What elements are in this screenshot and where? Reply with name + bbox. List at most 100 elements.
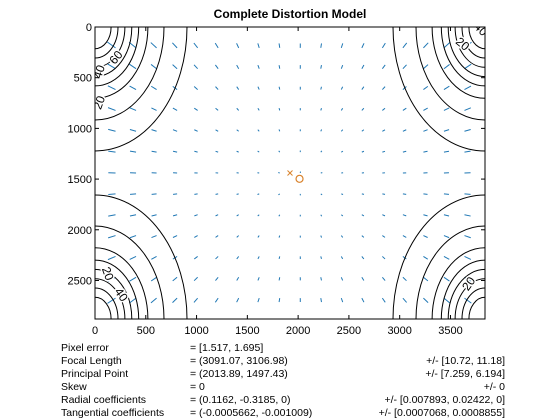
distortion-vector [382,214,386,217]
distortion-vector [320,318,322,319]
distortion-vector [129,235,137,239]
x-tick-label: 3500 [438,325,462,337]
distortion-vector [443,214,450,217]
contour-line [95,27,112,50]
distortion-vector [151,193,157,195]
distortion-vector [464,193,471,195]
contour-line [95,27,149,99]
distortion-vector [278,129,281,132]
distortion-vector [95,214,96,216]
distortion-vector [443,85,450,90]
image-center-marker [287,170,293,176]
distortion-vector [194,214,198,217]
distortion-vector [340,235,344,238]
distortion-vector [129,150,137,153]
distortion-vector [172,235,178,238]
distortion-vector [278,193,281,196]
distortion-vector [129,255,137,260]
distortion-vector [107,85,116,91]
distortion-vector [443,297,450,304]
distortion-vector [381,297,386,303]
distortion-vector [320,298,322,303]
distortion-vector [215,129,219,132]
distortion-vector [150,85,157,90]
distortion-vector [172,150,178,153]
distortion-vector [464,150,471,153]
distortion-vector [278,277,281,281]
distortion-vector [464,27,466,28]
x-tick-label: 2000 [286,325,310,337]
distortion-vector [382,318,383,319]
distortion-vector [361,86,365,90]
y-tick-label: 1500 [68,174,92,186]
contour-line [454,278,485,319]
distortion-vector [484,89,485,90]
contour-line [447,268,485,319]
distortion-vector [214,42,219,49]
distortion-vector [402,129,407,132]
distortion-vector [423,85,429,90]
distortion-vector [214,64,219,70]
distortion-vector [172,42,178,49]
contour-line [415,27,485,121]
distortion-vector [464,41,472,49]
distortion-vector [151,255,157,260]
distortion-vector [107,276,116,282]
distortion-vector [150,42,157,49]
distortion-vector [150,276,157,282]
distortion-vector [484,235,485,237]
distortion-vector [238,318,239,319]
contour-line [95,27,165,121]
distortion-vector [464,107,472,111]
distortion-vector [236,235,240,238]
distortion-vector [381,276,386,281]
distortion-vector [257,193,260,195]
contour-label: 40 [90,63,108,80]
distortion-vector [382,129,386,132]
distortion-vector [193,276,198,282]
contour-line [95,27,133,78]
distortion-vector [176,318,178,319]
contour-line [415,225,485,319]
distortion-vector [95,109,96,111]
distortion-vector [217,318,219,319]
distortion-vector [464,276,472,282]
distortion-vector [382,27,383,28]
distortion-vector [108,214,116,217]
distortion-vector [402,297,408,303]
distortion-vector [193,64,198,70]
distortion-vector [194,150,198,153]
distortion-vector [95,298,96,299]
distortion-vector [341,318,342,319]
distortion-vector [194,107,198,111]
distortion-vector [95,256,96,257]
distortion-vector [320,108,322,111]
distortion-vector [402,318,404,319]
distortion-vector [176,27,178,28]
distortion-vector [320,193,323,196]
distortion-vector [215,86,219,90]
contour-line [461,287,485,319]
distortion-vector [423,235,428,238]
distortion-vector [236,86,240,90]
distortion-vectors [95,20,494,319]
distortion-vector [402,235,407,238]
distortion-vector [361,150,365,153]
distortion-vector [484,193,485,195]
distortion-vector [485,20,494,27]
distortion-vector [423,256,429,260]
distortion-vector [172,107,178,111]
distortion-vector [320,27,322,28]
distortion-vector [278,256,281,260]
distortion-vector [194,129,198,132]
distortion-vector [193,86,198,90]
distortion-vector [215,276,219,281]
contour-line [95,27,140,87]
x-tick-label: 0 [92,325,98,337]
distortion-vector [129,193,137,195]
distortion-vector [151,107,157,111]
distortion-vector [464,85,472,91]
distortion-vector [443,64,450,70]
distortion-vector [361,107,365,111]
distortion-vector [443,255,450,260]
